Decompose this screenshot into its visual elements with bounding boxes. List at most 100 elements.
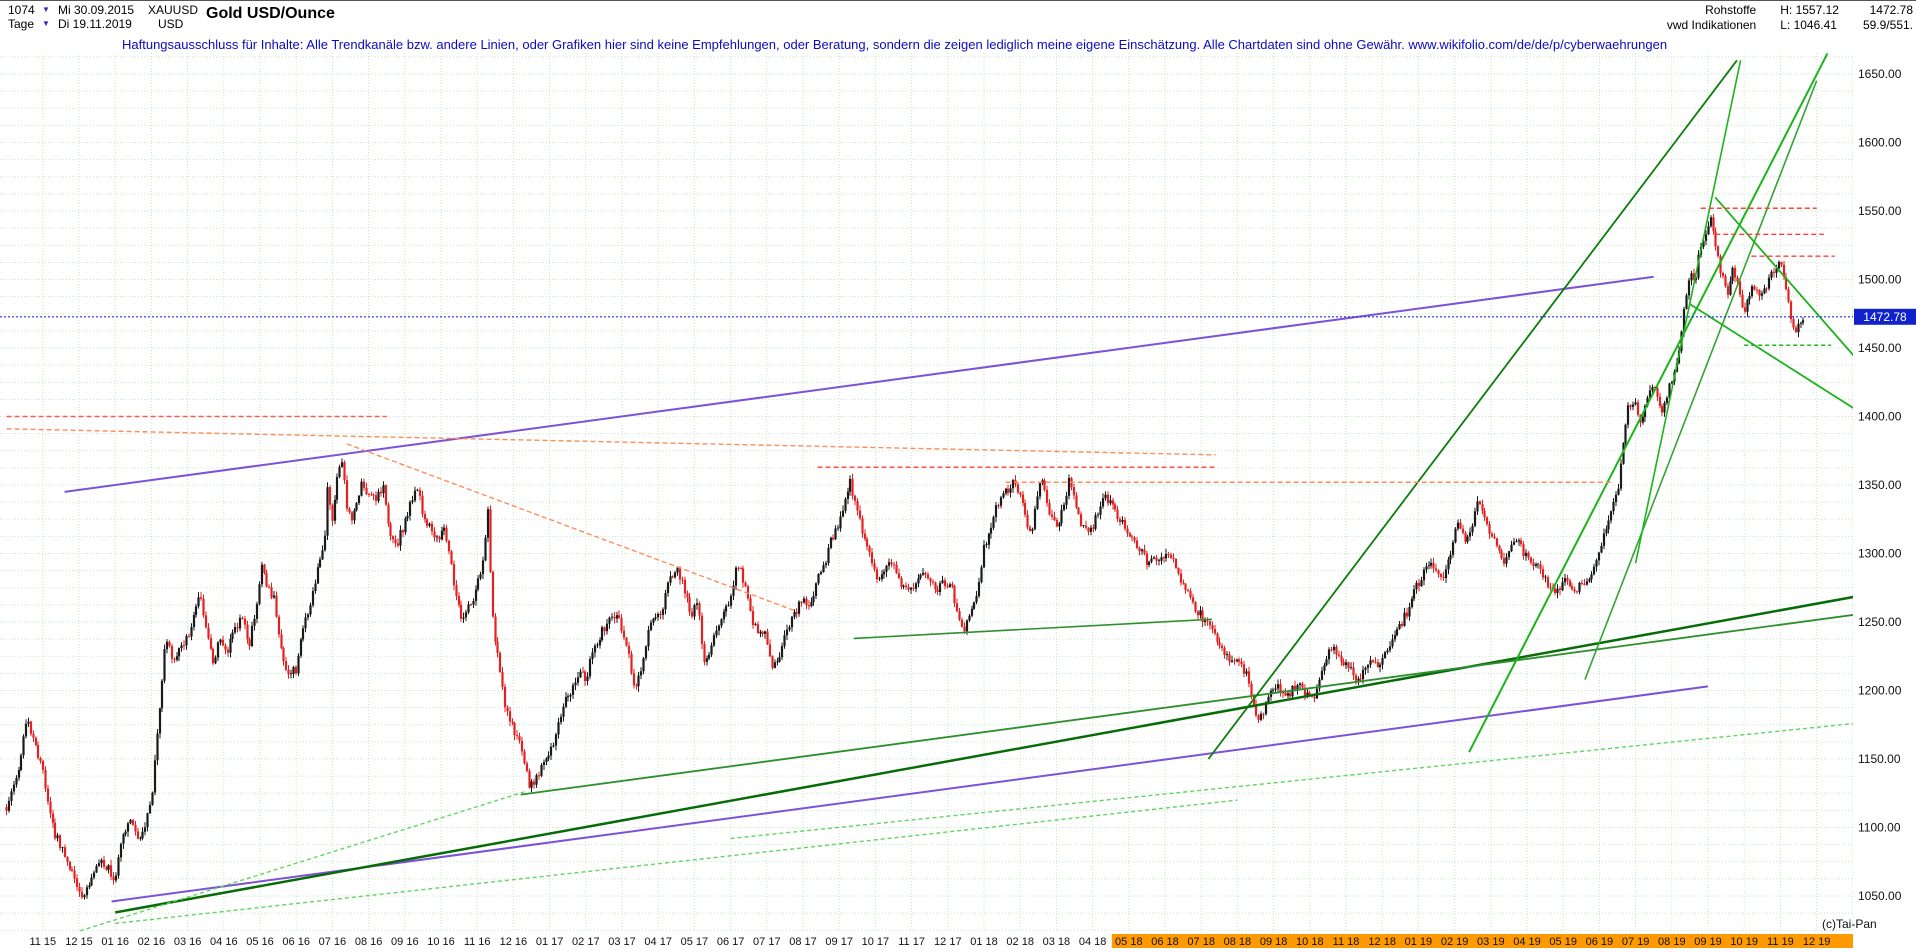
y-axis-label: 1250.00	[1858, 615, 1902, 629]
x-axis-label: 12 17	[934, 936, 962, 948]
symbol-code: XAUUSD	[148, 3, 199, 17]
x-axis-label: 05 18	[1115, 936, 1143, 948]
plot-region[interactable]	[0, 52, 1882, 933]
x-axis-label: 09 16	[391, 936, 419, 948]
x-axis-label: 02 19	[1441, 936, 1469, 948]
y-axis-label: 1450.00	[1858, 341, 1902, 355]
bar-count-dropdown-icon[interactable]: ▼	[42, 5, 50, 14]
bar-count: 1074	[8, 3, 35, 17]
x-axis-label: 06 18	[1151, 936, 1179, 948]
x-axis-label: 11 15	[29, 936, 56, 948]
trend-line[interactable]	[1584, 80, 1818, 680]
x-axis-label: 05 17	[681, 936, 709, 948]
quote-source-label: vwd Indikationen	[1666, 18, 1757, 32]
period-label: Tage	[8, 17, 35, 31]
trend-line[interactable]	[520, 611, 1882, 796]
x-axis-label: 11 18	[1333, 936, 1360, 948]
trend-line[interactable]	[853, 618, 1213, 640]
x-axis-label: 09 18	[1260, 936, 1288, 948]
price-chart-canvas[interactable]: 1650.00 1600.00 1550.00 1500.00 1450.00 1400.…	[0, 31, 1916, 952]
chart-header: 1074 ▼ Mi 30.09.2015 XAUUSD Tage ▼ Di 19…	[0, 1, 1916, 32]
category-label: Rohstoffe	[1705, 3, 1757, 17]
y-axis-label: 1200.00	[1858, 684, 1902, 698]
candle-bodies-up	[7, 217, 1805, 898]
x-axis-label: 07 19	[1622, 936, 1650, 948]
x-axis-label: 12 15	[65, 936, 93, 948]
trend-line[interactable]	[115, 799, 1238, 925]
x-axis-label: 04 19	[1513, 936, 1541, 948]
x-axis-label: 04 18	[1079, 936, 1107, 948]
x-axis-label: 06 16	[282, 936, 310, 948]
x-axis-label: 11 17	[898, 936, 925, 948]
y-axis-label: 1300.00	[1858, 547, 1902, 561]
x-axis-label: 07 16	[319, 936, 347, 948]
trend-line[interactable]	[114, 592, 1882, 914]
x-axis-label: 04 16	[210, 936, 238, 948]
grid-lines	[0, 53, 1853, 931]
currency-label: USD	[158, 17, 184, 31]
trend-line[interactable]	[1468, 52, 1829, 753]
x-axis-label: 09 17	[825, 936, 853, 948]
trend-line[interactable]	[346, 443, 797, 612]
x-axis-label: 08 19	[1658, 936, 1686, 948]
x-axis-label: 10 16	[427, 936, 455, 948]
copyright-watermark: (c)Tai-Pan	[1822, 917, 1877, 931]
period-low: L: 1046.41	[1780, 18, 1837, 32]
x-axis-label: 03 18	[1043, 936, 1071, 948]
end-date: Di 19.11.2019	[58, 17, 132, 31]
disclaimer-text: Haftungsausschluss für Inhalte: Alle Tre…	[122, 37, 1668, 52]
x-axis-label: 10 18	[1296, 936, 1324, 948]
period-dropdown-icon[interactable]: ▼	[42, 19, 50, 28]
x-axis-label: 02 18	[1006, 936, 1034, 948]
y-axis-label: 1600.00	[1858, 136, 1902, 150]
last-price-tag	[1854, 308, 1916, 325]
x-axis-label: 12 18	[1368, 936, 1396, 948]
trend-line[interactable]	[73, 791, 525, 933]
trend-line[interactable]	[730, 721, 1882, 840]
last-price-value: 1472.78	[1869, 3, 1913, 17]
x-axis-label: 03 19	[1477, 936, 1505, 948]
y-axis-label: 1650.00	[1858, 67, 1902, 81]
chart-area: 1650.00 1600.00 1550.00 1500.00 1450.00 1400.…	[0, 31, 1916, 952]
x-axis-label: 04 17	[644, 936, 672, 948]
trend-line[interactable]	[6, 428, 1216, 456]
x-axis-label: 10 17	[862, 936, 890, 948]
trend-line[interactable]	[1207, 59, 1738, 760]
y-axis-label: 1500.00	[1858, 273, 1902, 287]
candle-bodies-down	[5, 217, 1798, 898]
x-axis-label: 03 17	[608, 936, 636, 948]
trend-line[interactable]	[1714, 196, 1871, 375]
quote-info-panel: Rohstoffe H: 1557.12 1472.78 vwd Indikat…	[1667, 3, 1913, 32]
x-axis-label: 11 16	[464, 936, 491, 948]
y-axis-label: 1050.00	[1858, 889, 1902, 903]
trend-line[interactable]	[1689, 303, 1871, 419]
x-axis-label: 10 19	[1730, 936, 1758, 948]
trend-line[interactable]	[1634, 60, 1742, 564]
x-axis-label: 03 16	[174, 936, 202, 948]
x-axis-label: 08 17	[789, 936, 817, 948]
x-axis-label: 11 19	[1767, 936, 1794, 948]
trend-line[interactable]	[64, 275, 1654, 493]
x-axis-label: 08 18	[1224, 936, 1252, 948]
x-axis-label: 06 17	[717, 936, 745, 948]
period-high: H: 1557.12	[1780, 3, 1839, 17]
x-axis-label: 08 16	[355, 936, 383, 948]
start-date: Mi 30.09.2015	[58, 3, 135, 17]
y-axis-label: 1150.00	[1858, 752, 1901, 766]
y-axis-label: 1100.00	[1858, 821, 1901, 835]
x-axis-label: 05 16	[246, 936, 274, 948]
last-price-tag-text: 1472.78	[1863, 310, 1907, 324]
x-axis-label: 01 18	[970, 936, 998, 948]
candle-wicks-up	[8, 215, 1804, 900]
x-axis-label: 12 16	[500, 936, 528, 948]
x-axis-label: 02 17	[572, 936, 600, 948]
chart-title: Gold USD/Ounce	[206, 5, 335, 22]
x-axis-label: 02 16	[138, 936, 166, 948]
x-axis-label: 12 19	[1803, 936, 1831, 948]
bid-ask-value: 59.9/551.	[1862, 18, 1913, 32]
x-axis-label: 07 18	[1187, 936, 1215, 948]
x-axis-label: 05 19	[1549, 936, 1577, 948]
y-axis-label: 1350.00	[1858, 478, 1902, 492]
x-axis-label: 01 19	[1405, 936, 1433, 948]
